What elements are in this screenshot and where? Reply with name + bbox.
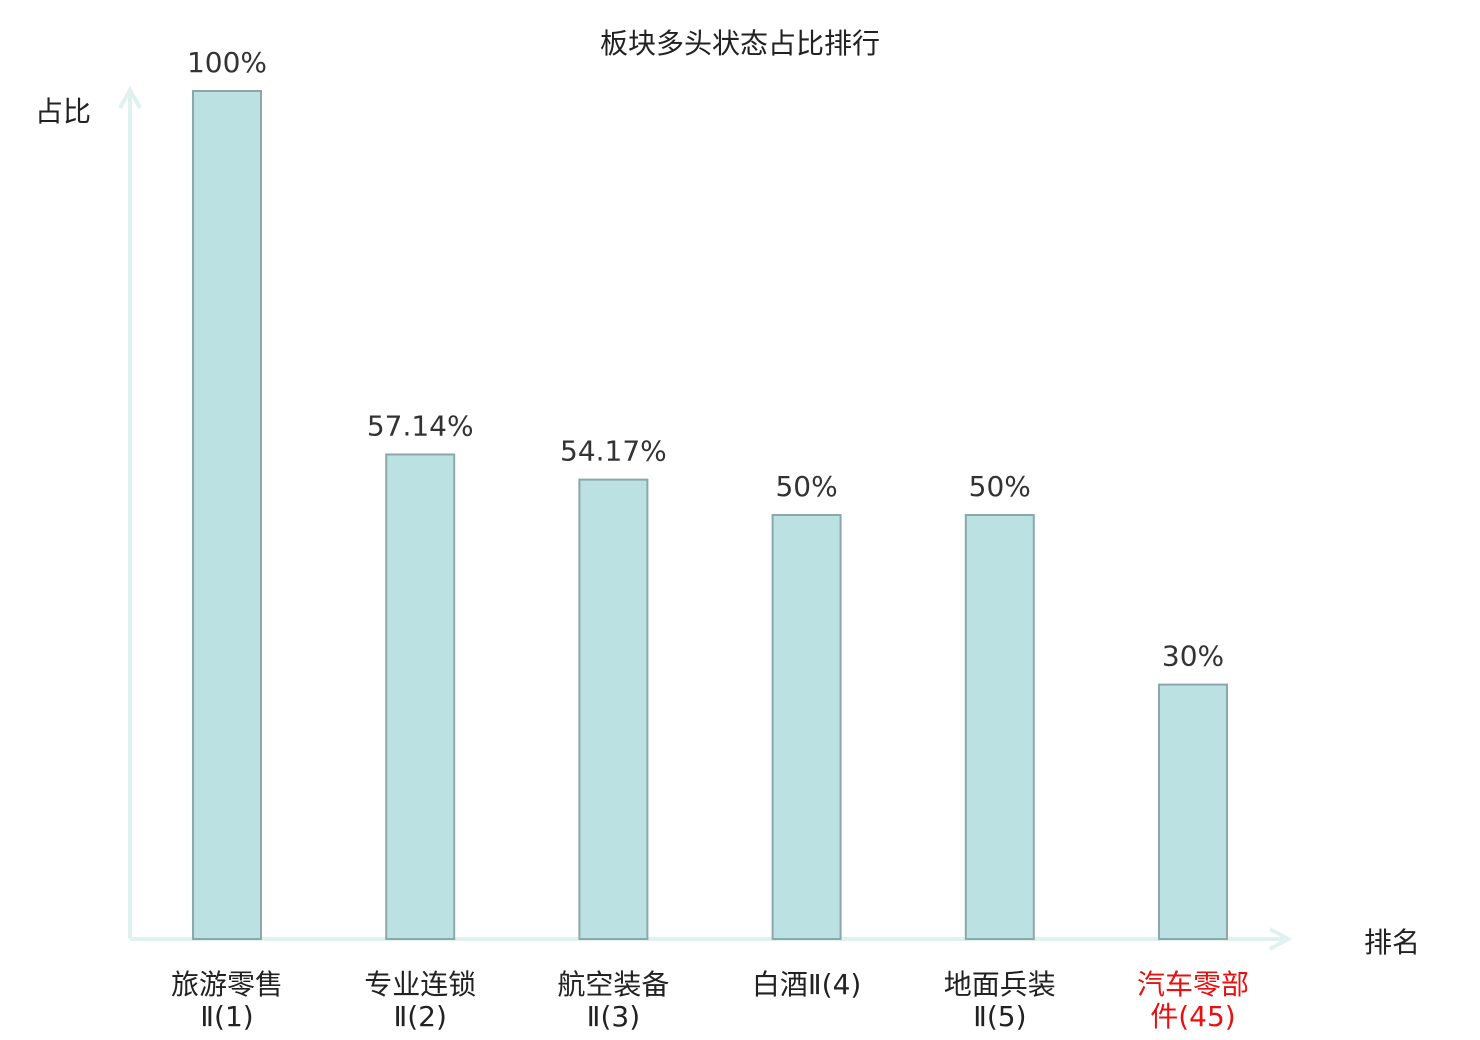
value-label: 30% [1162,640,1224,673]
category-label: 地面兵装 [944,968,1056,1001]
chart-title: 板块多头状态占比排行 [600,27,880,60]
category-label: 白酒Ⅱ(4) [752,968,861,1001]
bar [385,453,456,940]
bar [964,514,1035,940]
y-axis-label: 占比 [35,95,91,128]
x-axis-label: 排名 [1364,926,1420,959]
category-label: Ⅱ(1) [200,1000,253,1033]
y-axis [118,85,142,939]
x-axis [130,927,1293,951]
category-label: 汽车零部 [1137,968,1249,1001]
value-label: 50% [969,470,1031,503]
bar [192,90,262,940]
category-label: Ⅱ(3) [587,1000,640,1033]
bar [578,478,649,940]
category-label: 件(45) [1150,1000,1235,1033]
category-label: 航空装备 [557,968,669,1001]
bar [771,514,842,940]
category-label: Ⅱ(5) [973,1000,1026,1033]
value-label: 54.17% [560,435,667,468]
bar [1158,683,1228,940]
value-label: 100% [187,46,267,79]
value-label: 50% [775,470,837,503]
category-label: 旅游零售 [171,968,283,1001]
value-label: 57.14% [367,409,474,442]
category-label: Ⅱ(2) [393,1000,446,1033]
category-label: 专业连锁 [364,968,476,1001]
